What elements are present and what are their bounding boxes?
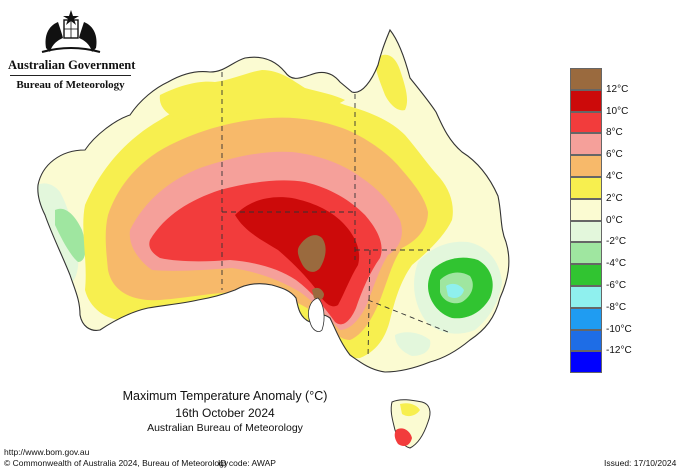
legend-swatch <box>570 89 602 112</box>
legend-label: 8°C <box>606 127 623 139</box>
legend-label: 10°C <box>606 105 629 117</box>
legend-label: -8°C <box>606 301 627 313</box>
legend-swatch <box>570 111 602 134</box>
map-source: Australian Bureau of Meteorology <box>147 422 303 434</box>
state-borders <box>221 72 449 359</box>
map-title: Maximum Temperature Anomaly (°C) <box>122 389 328 403</box>
bom-logo: Australian Government Bureau of Meteorol… <box>8 8 136 92</box>
legend-swatch <box>570 285 602 308</box>
coastline <box>37 28 510 373</box>
legend-label: 2°C <box>606 192 623 204</box>
legend-swatch <box>570 155 602 177</box>
legend-label: -10°C <box>606 323 632 335</box>
legend-swatch <box>570 133 602 156</box>
issued-date: Issued: 17/10/2024 <box>604 458 677 468</box>
legend-label: 4°C <box>606 171 623 182</box>
legend-swatch <box>570 220 602 243</box>
map-date: 16th October 2024 <box>175 406 275 420</box>
legend-label: 12°C <box>606 83 629 95</box>
legend-swatch <box>570 329 602 352</box>
map-title-block: Maximum Temperature Anomaly (°C) 16th Oc… <box>100 388 350 435</box>
government-name: Australian Government <box>8 58 136 72</box>
legend-swatch <box>570 242 602 265</box>
bom-url-link[interactable]: http://www.bom.gov.au <box>4 447 90 457</box>
legend-label: 6°C <box>606 149 623 161</box>
legend-label: -2°C <box>606 236 627 248</box>
legend-swatch <box>570 264 602 286</box>
legend-label: -4°C <box>606 258 627 270</box>
legend-label: 0°C <box>606 214 623 226</box>
copyright-text: © Commonwealth of Australia 2024, Bureau… <box>4 458 229 468</box>
legend-swatch <box>570 351 602 374</box>
legend-swatch <box>570 68 602 90</box>
legend-label: -6°C <box>606 280 627 291</box>
header-divider <box>10 75 131 76</box>
coat-of-arms-icon <box>41 10 100 53</box>
legend-swatch <box>570 198 602 221</box>
legend-label: -12°C <box>606 345 632 357</box>
id-code: ID code: AWAP <box>218 458 276 468</box>
tasmania <box>390 399 431 449</box>
bureau-name: Bureau of Meteorology <box>16 79 125 91</box>
color-legend <box>570 68 602 374</box>
legend-swatch <box>570 307 602 330</box>
legend-swatch <box>570 176 602 199</box>
